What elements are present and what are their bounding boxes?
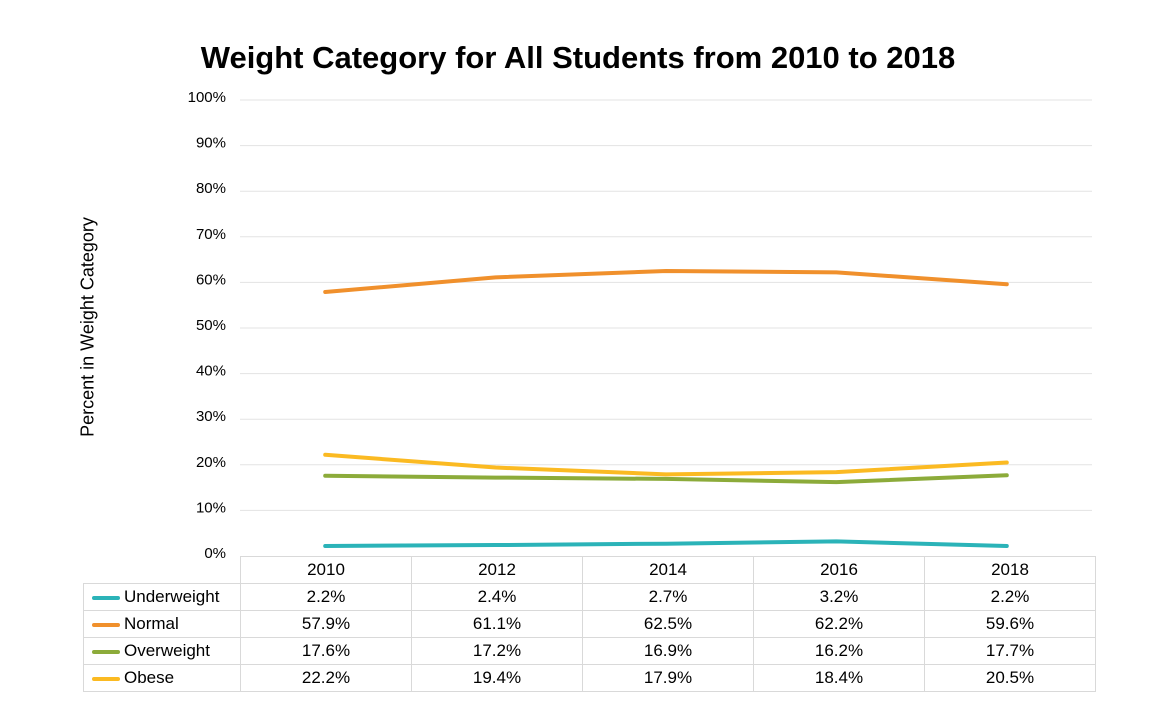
series-line-overweight <box>323 473 1009 485</box>
legend-swatch <box>92 649 120 654</box>
data-label: 20.5% <box>924 664 1096 692</box>
legend-entry: Normal <box>83 610 241 638</box>
data-label: 17.6% <box>240 637 412 665</box>
series-lines <box>323 269 1009 548</box>
y-tick-labels: 0% 10% 20% 30% 40% 50% 60% 70% 80% 90% 100% <box>188 89 226 562</box>
data-label: 61.1% <box>411 610 583 638</box>
legend-entry: Overweight <box>83 637 241 665</box>
data-label: 2.2% <box>924 583 1096 611</box>
y-tick-label: 20% <box>196 454 226 471</box>
data-label: 2.2% <box>240 583 412 611</box>
data-table: 2010 2012 2014 2016 2018 Underweight 2.2% 2.4%… <box>83 556 1096 692</box>
y-tick-label: 100% <box>188 89 226 106</box>
legend-label: Obese <box>124 668 175 687</box>
y-tick-label: 50% <box>196 317 226 334</box>
legend-entry: Obese <box>83 664 241 692</box>
y-tick-label: 40% <box>196 363 226 380</box>
data-label: 62.2% <box>753 610 925 638</box>
data-label: 22.2% <box>240 664 412 692</box>
y-tick-label: 80% <box>196 180 226 197</box>
data-label: 2.4% <box>411 583 583 611</box>
table-row: Normal 57.9% 61.1% 62.5% 62.2% 59.6% <box>83 610 1096 638</box>
data-label: 2.7% <box>582 583 754 611</box>
y-tick-label: 60% <box>196 271 226 288</box>
data-label: 16.2% <box>753 637 925 665</box>
chart-title: Weight Category for All Students from 20… <box>200 40 956 75</box>
table-header-row: 2010 2012 2014 2016 2018 <box>84 556 1096 584</box>
legend-swatch <box>92 622 120 627</box>
data-label: 57.9% <box>240 610 412 638</box>
table-body: Underweight 2.2% 2.4% 2.7% 3.2% 2.2% Normal 57.… <box>83 583 1096 692</box>
data-label: 62.5% <box>582 610 754 638</box>
legend-swatch <box>92 595 120 600</box>
y-tick-label: 70% <box>196 226 226 243</box>
x-tick-label: 2012 <box>411 556 583 584</box>
legend-label: Underweight <box>124 587 220 606</box>
data-label: 17.9% <box>582 664 754 692</box>
data-label: 17.2% <box>411 637 583 665</box>
data-label: 17.7% <box>924 637 1096 665</box>
y-tick-label: 0% <box>204 545 226 562</box>
data-label: 59.6% <box>924 610 1096 638</box>
data-label: 19.4% <box>411 664 583 692</box>
series-line-obese <box>323 452 1009 477</box>
y-tick-label: 30% <box>196 408 226 425</box>
table-row: Overweight 17.6% 17.2% 16.9% 16.2% 17.7% <box>83 637 1096 665</box>
data-label: 18.4% <box>753 664 925 692</box>
x-tick-label: 2018 <box>924 556 1096 584</box>
table-corner <box>84 557 241 584</box>
data-label: 16.9% <box>582 637 754 665</box>
gridlines <box>240 99 1092 511</box>
y-tick-label: 10% <box>196 499 226 516</box>
table-row: Obese 22.2% 19.4% 17.9% 18.4% 20.5% <box>83 664 1096 692</box>
x-tick-label: 2010 <box>240 556 412 584</box>
y-tick-label: 90% <box>196 135 226 152</box>
table-row: Underweight 2.2% 2.4% 2.7% 3.2% 2.2% <box>83 583 1096 611</box>
data-label: 3.2% <box>753 583 925 611</box>
legend-label: Normal <box>124 614 179 633</box>
x-tick-label: 2016 <box>753 556 925 584</box>
legend-swatch <box>92 676 120 681</box>
series-line-normal <box>323 269 1009 294</box>
series-line-underweight <box>323 539 1009 548</box>
x-tick-label: 2014 <box>582 556 754 584</box>
legend-label: Overweight <box>124 641 210 660</box>
legend-entry: Underweight <box>83 583 241 611</box>
